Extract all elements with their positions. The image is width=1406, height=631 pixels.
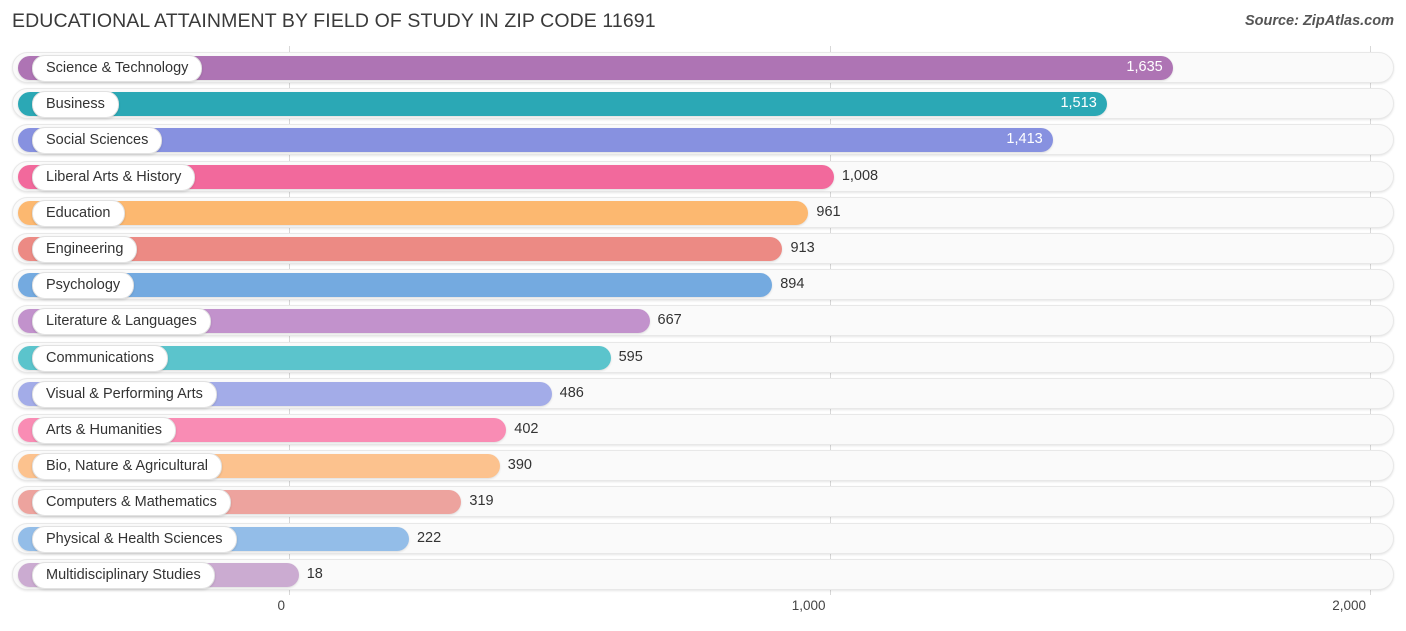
bar-category-label: Visual & Performing Arts [32,380,217,408]
chart-plot-area: Science & Technology 1,635 Business 1,513 So… [0,46,1406,595]
bar-value-label: 595 [618,348,643,365]
x-axis-tick-label: 1,000 [791,598,826,613]
bar-value-label: 390 [507,457,532,474]
chart-header: EDUCATIONAL ATTAINMENT BY FIELD OF STUDY… [0,0,1406,44]
bar-category-label: Engineering [32,236,138,263]
chart-row[interactable]: Liberal Arts & History 1,008 [12,160,1394,192]
bar-value-label: 319 [469,493,494,510]
bar[interactable] [18,56,1173,80]
bar-category-label: Psychology [32,272,135,300]
chart-row[interactable]: Bio, Nature & Agricultural 390 [12,450,1394,482]
bar-value-label: 1,413 [1006,131,1043,148]
x-axis-tick-label: 2,000 [1332,598,1366,613]
chart-row[interactable]: Arts & Humanities 402 [12,414,1394,445]
chart-row[interactable]: Social Sciences 1,413 [12,124,1394,156]
bar-value-label: 1,008 [841,167,879,184]
bar-value-label: 961 [816,203,841,220]
bar[interactable] [18,237,783,261]
chart-row[interactable]: Business 1,513 [12,88,1394,120]
bar-value-label: 667 [657,312,682,329]
bar-value-label: 486 [559,384,584,401]
bar[interactable] [18,273,773,298]
page-title: EDUCATIONAL ATTAINMENT BY FIELD OF STUDY… [12,10,656,32]
chart-row[interactable]: Literature & Languages 667 [12,305,1394,337]
bar[interactable] [18,200,809,225]
bar-category-label: Communications [32,344,168,372]
bar-rows: Science & Technology 1,635 Business 1,513 So… [0,46,1406,595]
chart-row[interactable]: Computers & Mathematics 319 [12,486,1394,518]
bar-category-label: Business [32,91,119,119]
bar-value-label: 894 [780,276,805,293]
bar-value-label: 1,513 [1060,95,1097,112]
source-attribution: Source: ZipAtlas.com [1244,13,1394,29]
bar[interactable] [18,128,1053,153]
bar-category-label: Arts & Humanities [32,417,177,444]
bar-value-label: 1,635 [1126,59,1163,75]
bar-category-label: Multidisciplinary Studies [32,561,215,589]
chart-row[interactable]: Science & Technology 1,635 [12,52,1394,83]
bar-category-label: Education [32,199,125,227]
bar-category-label: Bio, Nature & Agricultural [32,453,222,481]
bar-value-label: 222 [416,529,442,546]
bar-category-label: Liberal Arts & History [32,163,196,191]
bar[interactable] [18,92,1107,117]
chart-row[interactable]: Psychology 894 [12,269,1394,301]
bar-category-label: Physical & Health Sciences [32,525,237,553]
bar-category-label: Computers & Mathematics [32,489,231,517]
bar-category-label: Science & Technology [32,55,203,82]
chart-row[interactable]: Multidisciplinary Studies 18 [12,558,1394,590]
bar-value-label: 913 [790,240,815,256]
x-axis-tick-label: 0 [277,598,285,613]
x-axis: 0 1,000 2,000 [0,596,1406,631]
chart-row[interactable]: Engineering 913 [12,233,1394,264]
bar-value-label: 18 [306,565,323,582]
bar-category-label: Literature & Languages [32,308,211,336]
chart-row[interactable]: Visual & Performing Arts 486 [12,377,1394,409]
chart-row[interactable]: Physical & Health Sciences 222 [12,522,1394,554]
chart-row[interactable]: Education 961 [12,196,1394,228]
chart-row[interactable]: Communications 595 [12,341,1394,373]
bar-value-label: 402 [514,421,539,437]
bar-category-label: Social Sciences [32,127,163,155]
